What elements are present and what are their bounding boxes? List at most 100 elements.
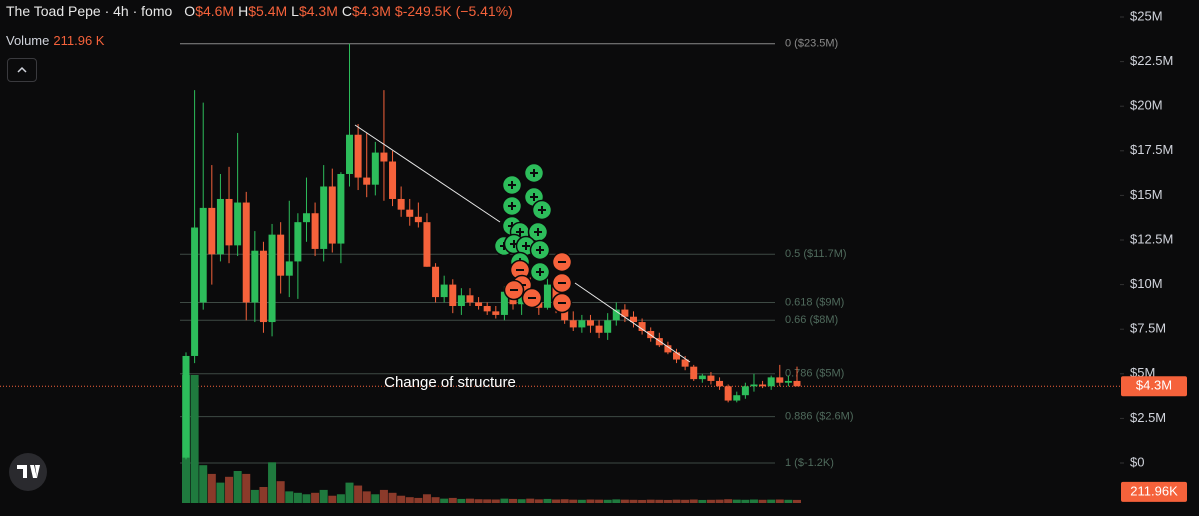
candle-body bbox=[612, 309, 620, 321]
candle-body bbox=[440, 284, 448, 298]
candle-body bbox=[406, 209, 414, 217]
volume-bar bbox=[354, 485, 363, 503]
volume-bar bbox=[775, 499, 784, 503]
candle-body bbox=[285, 261, 293, 276]
y-tick-label: $7.5M bbox=[1130, 321, 1166, 336]
trend-line bbox=[354, 124, 501, 223]
candle-body bbox=[199, 207, 207, 303]
volume-bar bbox=[268, 462, 277, 503]
volume-bar bbox=[663, 499, 672, 503]
candle-body bbox=[225, 198, 233, 246]
trade-marker-icon bbox=[522, 242, 530, 250]
volume-bar bbox=[509, 498, 518, 503]
volume-bar bbox=[474, 499, 483, 503]
candle-body bbox=[268, 234, 276, 323]
candle-body bbox=[354, 134, 362, 178]
volume-legend: Volume 211.96 K bbox=[6, 33, 104, 48]
volume-bar bbox=[345, 482, 354, 503]
annotation: Change of structure bbox=[384, 374, 516, 391]
candle-body bbox=[311, 213, 319, 249]
candle-body bbox=[733, 395, 741, 401]
candle-body bbox=[595, 325, 603, 333]
volume-bar bbox=[552, 499, 561, 503]
plot: 0 ($23.5M) 0.5 ($11.7M) 0.618 ($9M) 0.66 ($… bbox=[0, 8, 1187, 503]
volume-bar bbox=[586, 499, 595, 503]
candle-body bbox=[328, 186, 336, 244]
fib-label: 0.786 ($5M) bbox=[785, 368, 844, 380]
candle-body bbox=[320, 186, 328, 249]
candle-body bbox=[569, 320, 577, 328]
volume-bar bbox=[397, 495, 406, 503]
candle-body bbox=[664, 345, 672, 353]
volume-bar bbox=[242, 473, 251, 503]
volume-bar bbox=[784, 499, 793, 503]
volume-bar bbox=[199, 465, 208, 503]
volume-bar bbox=[328, 495, 337, 503]
volume-bar bbox=[689, 499, 698, 503]
volume-bar bbox=[577, 499, 586, 503]
change: $-249.5K (−5.41%) bbox=[394, 3, 513, 19]
candle-body bbox=[346, 134, 354, 174]
trade-marker-icon bbox=[530, 193, 538, 201]
candle-body bbox=[741, 386, 749, 396]
volume-bar bbox=[767, 499, 776, 503]
volume-bar bbox=[526, 498, 535, 503]
volume-bar bbox=[405, 497, 414, 503]
volume-bar bbox=[715, 499, 724, 503]
candle-body bbox=[380, 152, 388, 162]
candle-body bbox=[767, 377, 775, 387]
fib-label: 1 ($-1.2K) bbox=[785, 457, 834, 469]
last-price-label: $4.3M bbox=[1136, 378, 1172, 393]
candle-body bbox=[759, 384, 767, 387]
volume-bar bbox=[638, 499, 647, 503]
candle-body bbox=[578, 320, 586, 328]
y-tick-label: $20M bbox=[1130, 98, 1163, 113]
candle-body bbox=[208, 207, 216, 255]
volume-title: Volume bbox=[6, 33, 50, 48]
volume-bar bbox=[629, 499, 638, 503]
candle-body bbox=[397, 198, 405, 210]
volume-bar bbox=[276, 481, 285, 503]
collapse-icon bbox=[17, 66, 27, 73]
volume-bar bbox=[293, 492, 302, 503]
volume-bar bbox=[440, 498, 449, 503]
candle-body bbox=[655, 338, 663, 346]
candle-body bbox=[259, 250, 267, 323]
volume-bar bbox=[362, 491, 371, 503]
candle-body bbox=[389, 161, 397, 199]
candle-body bbox=[337, 173, 345, 244]
volume-bar bbox=[698, 499, 707, 503]
volume-bar bbox=[741, 499, 750, 503]
volume-bar bbox=[422, 494, 431, 503]
volume-bar bbox=[793, 499, 801, 503]
ohlc-key: L bbox=[291, 3, 299, 19]
candle-body bbox=[449, 284, 457, 307]
volume-bar bbox=[371, 494, 380, 503]
y-tick-label: $2.5M bbox=[1130, 410, 1166, 425]
y-tick-label: $25M bbox=[1130, 8, 1163, 23]
y-tick-label: $10M bbox=[1130, 276, 1163, 291]
ohlc-value: $4.6M bbox=[195, 3, 235, 19]
candle-body bbox=[371, 152, 379, 185]
candle-body bbox=[182, 355, 190, 458]
volume-bar bbox=[311, 492, 320, 503]
candle-body bbox=[724, 386, 732, 401]
candle-body bbox=[216, 198, 224, 255]
collapse-button[interactable] bbox=[7, 58, 37, 82]
candle-body bbox=[483, 306, 491, 312]
volume-bar bbox=[646, 499, 655, 503]
volume-bar bbox=[491, 499, 500, 503]
logo bbox=[9, 453, 47, 491]
volume-bar bbox=[595, 499, 604, 503]
candle-body bbox=[629, 316, 637, 323]
candle-body bbox=[466, 295, 474, 303]
last-volume-label: 211.96K bbox=[1130, 483, 1178, 498]
volume-bar bbox=[388, 492, 397, 503]
volume-bar bbox=[216, 482, 225, 503]
candle-body bbox=[423, 222, 431, 267]
last-price-tag bbox=[1121, 376, 1187, 397]
trade-marker-icon bbox=[534, 228, 542, 236]
volume-bar bbox=[379, 489, 388, 503]
volume-bar bbox=[225, 476, 234, 503]
